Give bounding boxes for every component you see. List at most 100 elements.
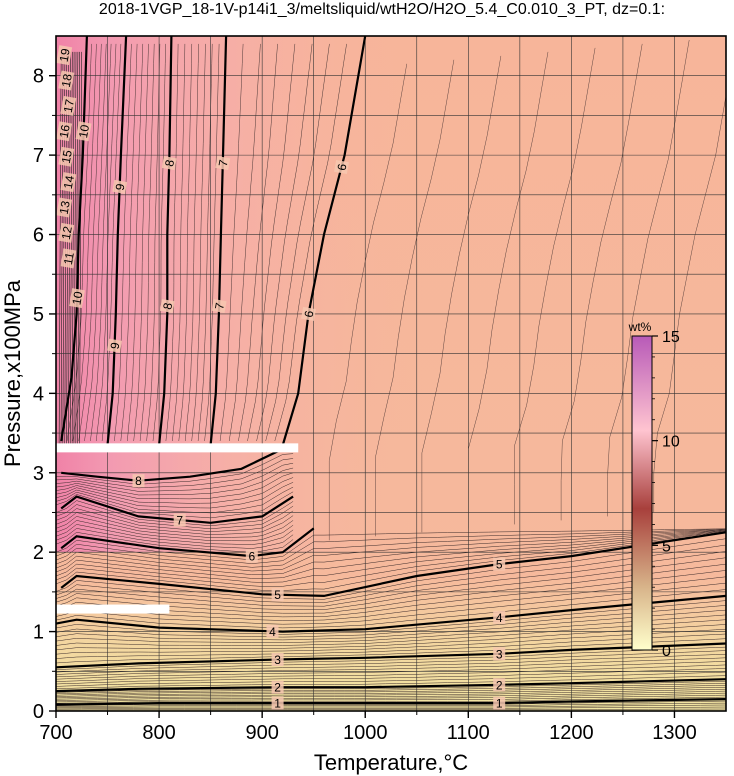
fine-contour	[56, 686, 726, 697]
fine-contour	[56, 702, 726, 708]
contour-label: 17	[60, 95, 77, 116]
y-tick-label: 1	[33, 622, 44, 644]
fine-contour	[56, 653, 726, 675]
contour-label: 4	[266, 624, 279, 639]
contour-label-text: 6	[248, 550, 255, 564]
blank-band	[56, 443, 299, 453]
fine-contour	[56, 682, 726, 695]
fine-contour	[75, 51, 79, 449]
x-tick-label: 1000	[343, 722, 388, 744]
contour-label-bg	[58, 222, 75, 243]
fine-contour	[56, 619, 726, 646]
fine-contour	[84, 43, 107, 442]
contour-label-text: 9	[113, 182, 128, 191]
fine-contour	[73, 51, 77, 449]
contour-label: 2	[271, 680, 284, 695]
contour-label-bg	[60, 95, 77, 116]
fine-contour	[56, 688, 726, 699]
fine-contour	[607, 39, 690, 517]
contour-label: 12	[58, 222, 75, 243]
colorbar-gradient	[631, 335, 653, 651]
fine-contour	[191, 43, 206, 442]
contour-label-bg	[75, 121, 92, 142]
contour-2	[56, 678, 726, 693]
contour-label-bg	[215, 156, 231, 171]
contour-9	[106, 36, 128, 446]
contour-label: 6	[334, 159, 350, 175]
colorbar-tick-label: 10	[662, 434, 680, 451]
contour-label: 6	[245, 549, 258, 564]
contour-label-bg	[161, 156, 177, 171]
contour-label-text: 10	[76, 123, 92, 139]
contour-5	[60, 531, 726, 598]
fine-contour	[56, 609, 726, 641]
contour-label: 9	[107, 338, 123, 353]
fine-contour	[56, 528, 294, 549]
fine-contour	[133, 43, 149, 442]
contour-label-bg	[334, 159, 349, 175]
contour-label-text: 16	[57, 123, 73, 139]
contour-label: 7	[215, 156, 231, 171]
y-tick-label: 4	[33, 383, 44, 405]
contour-label-bg	[301, 306, 316, 321]
contour-6	[281, 36, 367, 446]
fine-contour	[60, 51, 64, 449]
fine-contour	[56, 530, 726, 579]
fine-contour	[172, 43, 186, 442]
fine-contour	[165, 43, 179, 442]
contour-label-bg	[271, 680, 284, 694]
contour-label-bg	[493, 647, 506, 661]
fine-contour	[56, 508, 294, 532]
contour-label: 8	[159, 298, 175, 314]
contour-label-text: 15	[59, 149, 75, 165]
colorbar: wt% 0 5 10 15	[628, 320, 680, 660]
colorbar-label: wt%	[628, 320, 652, 334]
fine-contour	[204, 43, 220, 442]
fine-contour	[152, 43, 166, 442]
x-axis: 700 800 900 1000 1100 1200 1300	[39, 711, 697, 744]
major-contours	[56, 36, 726, 706]
contour-labels: 1 12 23 34455678667788991010111213141516171…	[56, 45, 506, 711]
fine-contour	[56, 628, 726, 655]
contour-label-bg	[60, 172, 77, 193]
fine-contour	[56, 646, 726, 670]
contour-label-text: 1	[496, 697, 503, 711]
fine-contour	[56, 482, 294, 509]
fine-contour	[56, 675, 726, 690]
contour-7	[209, 36, 228, 446]
contour-label-bg	[493, 610, 506, 624]
contour-label-text: 3	[274, 653, 281, 667]
grid	[56, 36, 726, 711]
fine-contour	[56, 668, 726, 685]
fine-contour	[56, 458, 294, 489]
y-axis-label: Pressure,x100MPa	[0, 279, 25, 467]
contour-label-text: 7	[212, 301, 227, 310]
contour-label-bg	[173, 513, 186, 527]
fine-contour	[265, 43, 330, 442]
contour-label-text: 17	[61, 98, 77, 114]
fine-contour	[56, 664, 726, 682]
contour-label-bg	[112, 179, 128, 194]
contour-label-text: 18	[59, 72, 75, 88]
x-tick-label: 900	[245, 722, 278, 744]
contour-label-bg	[58, 70, 75, 91]
fine-contour	[79, 51, 82, 449]
contour-label-text: 7	[216, 158, 231, 167]
plot-area: 1 12 23 34455678667788991010111213141516171…	[56, 36, 726, 711]
x-tick-label: 1100	[447, 722, 490, 744]
contour-label: 1	[271, 696, 284, 711]
contour-label: 5	[493, 557, 506, 572]
contour-label: 2	[493, 678, 506, 692]
contour-label: 19	[56, 45, 73, 66]
fine-contour	[66, 43, 92, 442]
fine-contour	[247, 43, 296, 442]
fine-contour	[560, 43, 643, 521]
contour-label-bg	[271, 696, 284, 710]
contour-label-bg	[56, 121, 73, 142]
x-tick-label: 1200	[549, 722, 594, 744]
fine-contour	[56, 544, 726, 604]
contour-6	[60, 527, 315, 558]
fine-contour	[421, 55, 502, 533]
y-tick-label: 6	[33, 225, 44, 247]
